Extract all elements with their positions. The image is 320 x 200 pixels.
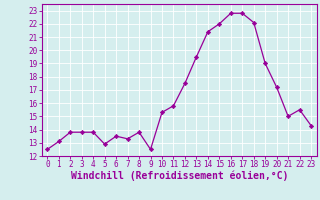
X-axis label: Windchill (Refroidissement éolien,°C): Windchill (Refroidissement éolien,°C) (70, 171, 288, 181)
